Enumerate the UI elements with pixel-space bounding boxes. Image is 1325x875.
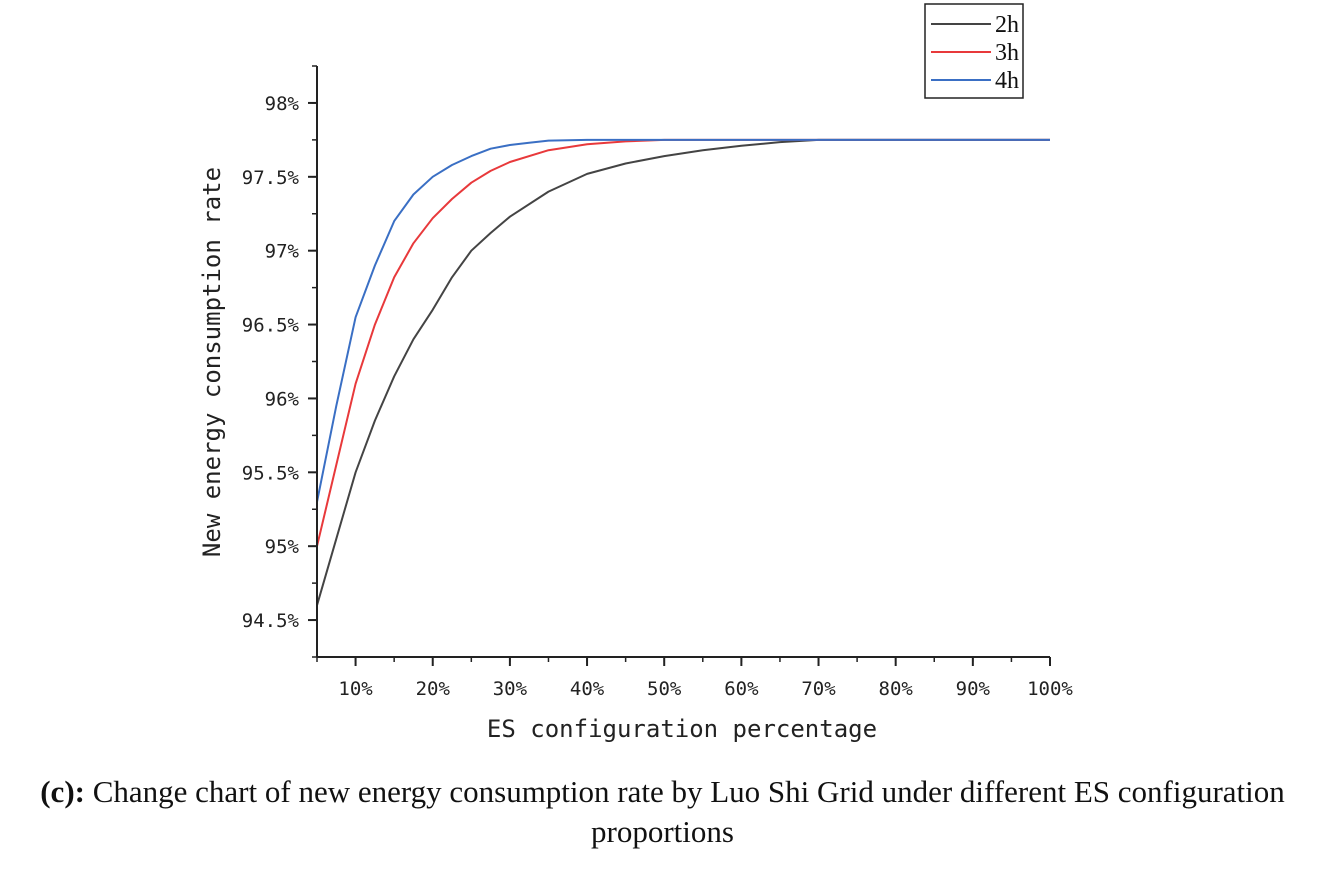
x-tick-label: 80% [879, 678, 914, 700]
x-axis-title: ES configuration percentage [487, 715, 877, 743]
x-tick-label: 50% [647, 678, 682, 700]
legend-label-3h: 3h [995, 40, 1019, 66]
legend-label-2h: 2h [995, 12, 1019, 38]
legend-label-4h: 4h [995, 68, 1019, 94]
caption-prefix: (c): [40, 774, 85, 809]
x-tick-label: 40% [570, 678, 605, 700]
y-tick-label: 94.5% [242, 610, 300, 632]
x-tick-label: 20% [416, 678, 451, 700]
x-tick-label: 90% [956, 678, 991, 700]
x-tick-label: 100% [1027, 678, 1073, 700]
plot-lines [316, 138, 1050, 606]
series-line-2h [316, 138, 1050, 606]
axes: 94.5% 95% 95.5% 96% 96.5% 97% 97.5% 98% 10% 20% 30… [242, 65, 1073, 700]
y-tick-label: 97.5% [242, 167, 300, 189]
y-tick-label: 95% [265, 536, 300, 558]
series-line-4h [316, 138, 1050, 503]
series-line-3h [316, 138, 1050, 547]
figure-caption: (c): Change chart of new energy consumpt… [0, 772, 1325, 852]
x-tick-label: 30% [493, 678, 528, 700]
y-tick-label: 98% [265, 93, 300, 115]
y-tick-label: 96.5% [242, 315, 300, 337]
y-axis-title: New energy consumption rate [198, 167, 226, 557]
x-tick-label: 70% [801, 678, 836, 700]
x-tick-label: 60% [724, 678, 759, 700]
y-tick-label: 97% [265, 241, 300, 263]
caption-text: Change chart of new energy consumption r… [84, 774, 1285, 849]
y-tick-label: 96% [265, 388, 300, 410]
x-tick-label: 10% [338, 678, 373, 700]
y-tick-label: 95.5% [242, 462, 300, 484]
